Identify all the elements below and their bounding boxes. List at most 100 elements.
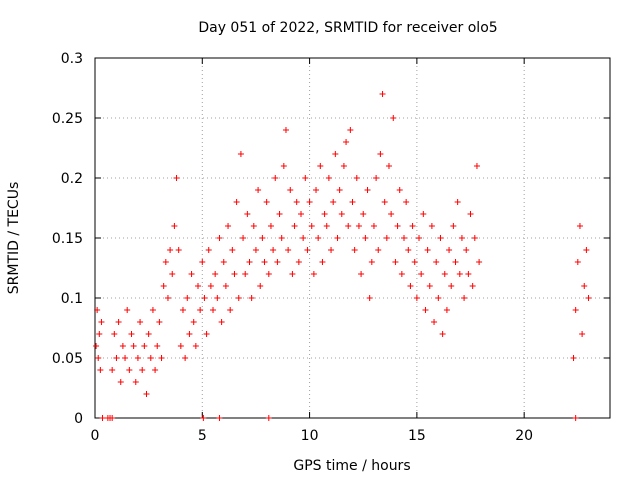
data-point [231,271,238,277]
data-point [437,235,444,241]
data-point [98,319,105,325]
data-point [126,367,133,373]
data-point [428,223,435,229]
data-point [160,283,167,289]
data-point [229,247,236,253]
data-point [581,283,588,289]
data-point [244,211,251,217]
y-tick-label: 0.15 [52,231,83,247]
plot-frame [94,57,611,419]
data-point [441,271,448,277]
data-point [171,223,178,229]
x-tick-label: 10 [301,428,319,444]
data-point [145,331,152,337]
data-point [99,415,106,421]
data-point [336,187,343,193]
data-point [422,307,429,313]
data-point [465,271,472,277]
data-point [383,235,390,241]
data-point [113,355,120,361]
data-point [302,175,309,181]
data-point [192,343,199,349]
data-point [134,355,141,361]
data-point [394,223,401,229]
data-point [184,295,191,301]
data-point [132,379,139,385]
data-point [401,235,407,241]
data-point [287,187,294,193]
data-point [147,355,154,361]
data-point [186,331,193,337]
y-tick-label: 0 [74,411,83,427]
data-point [115,319,122,325]
data-point [152,367,159,373]
data-point [583,247,590,253]
data-point [349,199,356,205]
data-point [413,295,420,301]
data-point [454,199,461,205]
data-point [416,235,423,241]
data-point [282,127,289,133]
data-point [424,247,431,253]
data-point [149,307,156,313]
data-point [450,223,457,229]
data-point [411,259,418,265]
data-point [476,259,483,265]
data-point [158,355,165,361]
data-point [94,307,101,313]
y-axis-label: SRMTID / TECUs [6,182,22,295]
data-point [379,91,386,97]
data-point [321,211,328,217]
data-point [358,271,365,277]
data-point [452,259,459,265]
data-point [119,343,126,349]
data-point [128,331,135,337]
data-point [366,295,373,301]
data-point [233,199,240,205]
data-point [237,151,244,157]
data-point [364,187,371,193]
data-point [214,295,221,301]
data-point [308,223,315,229]
data-point [156,319,163,325]
data-point [461,295,468,301]
data-point [368,259,375,265]
data-point [448,283,455,289]
data-point [188,271,195,277]
data-point [197,307,204,313]
data-point [340,163,347,169]
data-point [227,307,234,313]
data-point [456,271,463,277]
data-point [173,175,180,181]
data-point [97,367,104,373]
data-point [463,247,470,253]
data-point [370,223,377,229]
x-axis-label: GPS time / hours [293,458,410,474]
data-point [190,319,197,325]
data-point [572,307,579,313]
data-point [276,211,283,217]
data-point [306,199,313,205]
data-point [446,247,453,253]
data-point [255,187,262,193]
data-point [162,259,169,265]
data-point [201,295,208,301]
data-point [252,247,259,253]
data-point [96,331,103,337]
data-point [222,283,229,289]
data-point [469,283,476,289]
data-point [220,259,227,265]
data-point [585,295,592,301]
data-point [179,307,186,313]
data-point [117,379,124,385]
data-point [246,259,253,265]
data-point [280,163,287,169]
data-point [278,235,285,241]
data-point [385,163,392,169]
data-point [405,247,412,253]
x-tick-label: 5 [198,428,207,444]
data-point [164,295,171,301]
data-point [263,199,270,205]
data-point [242,271,249,277]
